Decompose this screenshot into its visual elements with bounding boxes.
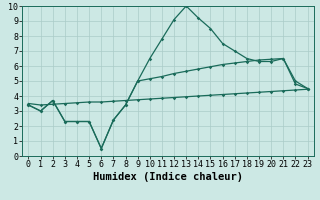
X-axis label: Humidex (Indice chaleur): Humidex (Indice chaleur) — [93, 172, 243, 182]
